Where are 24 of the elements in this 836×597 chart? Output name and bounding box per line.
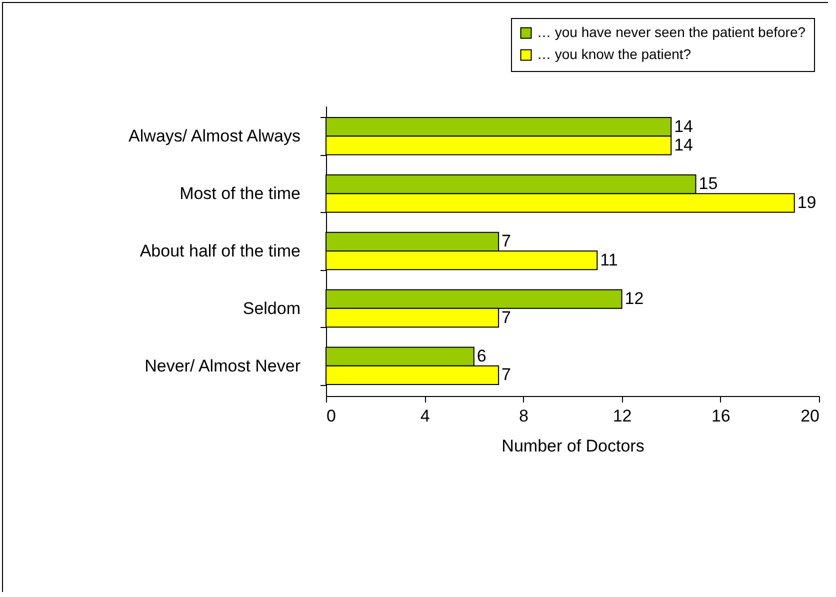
y-tick-label: About half of the time (140, 242, 300, 260)
data-label: 15 (698, 174, 718, 194)
data-label: 14 (674, 116, 694, 136)
data-label: 12 (624, 289, 644, 308)
y-tick-label: Seldom (242, 298, 300, 318)
x-tick-label: 0 (326, 406, 336, 426)
x-tick-label: 8 (518, 406, 528, 426)
x-tick-label: 12 (612, 406, 632, 426)
x-tick-label: 20 (800, 406, 820, 426)
data-label: 7 (502, 232, 512, 251)
legend-label: … you know the patient? (537, 46, 692, 62)
legend-label: … you have never seen the patient before? (537, 24, 806, 40)
y-tick-label: Never/ Almost Never (144, 356, 301, 376)
y-tick-label: Always/ Almost Always (128, 126, 300, 146)
data-label: 7 (502, 365, 512, 384)
data-label: 7 (502, 308, 512, 327)
x-axis-title: Number of Doctors (502, 436, 644, 456)
data-label: 6 (476, 346, 486, 366)
data-label: 11 (600, 250, 618, 270)
data-label: 19 (797, 192, 816, 212)
x-tick-label: 4 (420, 406, 430, 426)
x-tick-label: 16 (711, 406, 730, 426)
data-label: 14 (674, 135, 694, 154)
y-tick-label: Most of the time (180, 184, 300, 204)
